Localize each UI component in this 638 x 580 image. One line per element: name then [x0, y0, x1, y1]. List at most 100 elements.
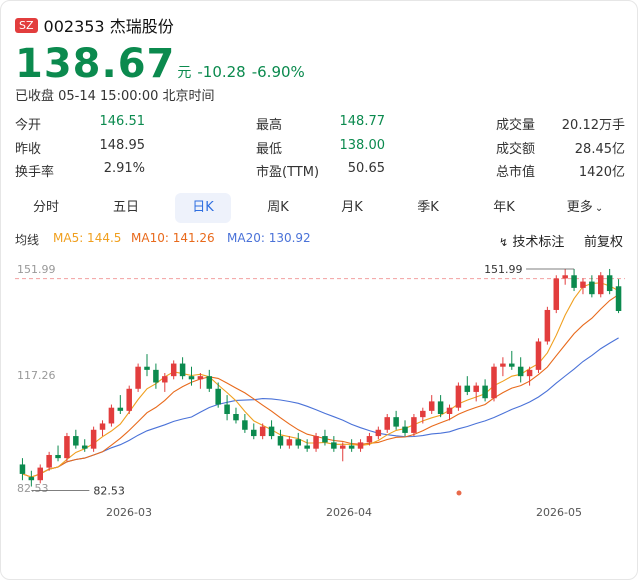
tab-more-label: 更多	[566, 200, 593, 215]
stat-label: 成交额	[496, 142, 536, 157]
stat-value: 148.95	[99, 138, 146, 153]
candle-body	[571, 275, 577, 288]
stat-value: 2.91%	[103, 161, 145, 176]
technical-annotation-button[interactable]: ↯ 技术标注	[499, 231, 564, 250]
candle-body	[437, 401, 444, 415]
tab-monthly-k[interactable]: 月K	[341, 200, 363, 215]
candle-body	[482, 385, 488, 399]
candle-body	[313, 436, 319, 449]
period-tabs: 分时 五日 日K 周K 月K 季K 年K 更多 ⌄	[1, 193, 638, 223]
candle-body	[597, 275, 604, 295]
candle-body	[135, 366, 141, 389]
candle-body	[286, 439, 293, 446]
candle-body	[331, 442, 337, 449]
stock-title[interactable]: 002353 杰瑞股份	[43, 17, 174, 36]
candle-body	[411, 417, 417, 433]
forward-adjust-button[interactable]: 前复权	[584, 235, 624, 250]
stat-value: 146.51	[99, 114, 146, 129]
candle-body	[446, 407, 453, 415]
y-axis-label: 151.99	[17, 263, 56, 276]
candle-body	[64, 436, 70, 459]
candlestick-chart[interactable]: 151.99 117.26 82.53 151.99 82.53 2026-03 2026-…	[1, 251, 638, 531]
candle-body	[428, 401, 435, 411]
tab-weekly-k[interactable]: 周K	[267, 200, 289, 215]
candle-body	[464, 385, 471, 392]
candle-body	[224, 404, 230, 415]
current-price: 138.67	[15, 41, 176, 87]
price-change-percent: -6.90%	[251, 63, 305, 81]
candle-body	[526, 369, 533, 377]
candle-body	[28, 477, 35, 481]
candle-body	[375, 429, 382, 437]
ma20-legend: MA20: 130.92	[227, 231, 311, 245]
market-status: 已收盘 05-14 15:00:00 北京时间	[15, 89, 215, 104]
candle-body	[162, 376, 168, 383]
x-axis-label: 2026-03	[106, 506, 152, 519]
candle-body	[606, 275, 613, 292]
candle-body	[268, 426, 275, 437]
candle-body	[259, 426, 266, 437]
candle-body	[170, 363, 177, 377]
candle-body	[615, 286, 622, 311]
candle-body	[126, 388, 132, 411]
candle-body	[366, 436, 373, 443]
candle-body	[562, 275, 568, 279]
candle-body	[500, 363, 506, 367]
stat-value: 138.00	[339, 138, 386, 153]
candle-body	[144, 366, 150, 370]
exchange-badge: SZ	[15, 17, 38, 33]
ma5-legend: MA5: 144.5	[53, 231, 122, 245]
candle-body	[491, 366, 497, 399]
candle-body	[179, 363, 186, 377]
candle-body	[215, 388, 221, 405]
ma10-legend: MA10: 141.26	[131, 231, 215, 245]
tab-more[interactable]: 更多 ⌄	[557, 193, 613, 223]
candle-body	[206, 376, 213, 389]
candle-body	[357, 442, 364, 449]
candle-body	[393, 417, 399, 427]
candle-body	[55, 454, 61, 459]
candle-body	[81, 445, 88, 449]
price-change: -10.28	[197, 63, 246, 81]
tab-quarterly-k[interactable]: 季K	[417, 200, 439, 215]
candle-body	[188, 376, 195, 380]
candle-body	[197, 376, 204, 380]
candle-body	[304, 445, 310, 449]
min-annotation: 82.53	[93, 485, 125, 498]
stat-label: 市盈(TTM)	[256, 165, 320, 180]
y-axis-label: 82.53	[17, 482, 49, 495]
candle-body	[589, 281, 595, 295]
y-axis-label: 117.26	[17, 369, 56, 382]
max-annotation: 151.99	[484, 263, 523, 276]
candle-body	[117, 407, 124, 411]
candle-body	[455, 385, 462, 408]
candle-body	[553, 278, 560, 310]
candle-body	[322, 436, 328, 443]
price-row: 138.67 元 -10.28 -6.90%	[15, 41, 305, 87]
tab-five-day[interactable]: 五日	[112, 200, 139, 215]
candle-body	[420, 410, 426, 418]
stat-label: 昨收	[15, 142, 42, 157]
stat-label: 今开	[15, 118, 42, 133]
stat-label: 最高	[256, 118, 283, 133]
ma10-line	[22, 294, 619, 478]
candle-body	[277, 436, 284, 446]
candle-body	[544, 309, 551, 342]
tab-intraday[interactable]: 分时	[32, 200, 59, 215]
indicator-icon: ↯	[499, 236, 509, 249]
tab-yearly-k[interactable]: 年K	[493, 200, 515, 215]
candle-body	[233, 414, 239, 421]
stat-label: 换手率	[15, 165, 55, 180]
chevron-down-icon: ⌄	[594, 203, 604, 214]
ma-legend-label: 均线	[15, 233, 40, 247]
event-marker	[456, 490, 462, 496]
candle-body	[580, 281, 586, 288]
candle-body	[153, 369, 159, 383]
candle-body	[108, 407, 115, 424]
candle-body	[19, 464, 26, 474]
tab-daily-k[interactable]: 日K	[175, 193, 231, 223]
ma20-line	[22, 337, 619, 478]
candle-body	[295, 439, 302, 446]
x-axis-label: 2026-05	[536, 506, 582, 519]
